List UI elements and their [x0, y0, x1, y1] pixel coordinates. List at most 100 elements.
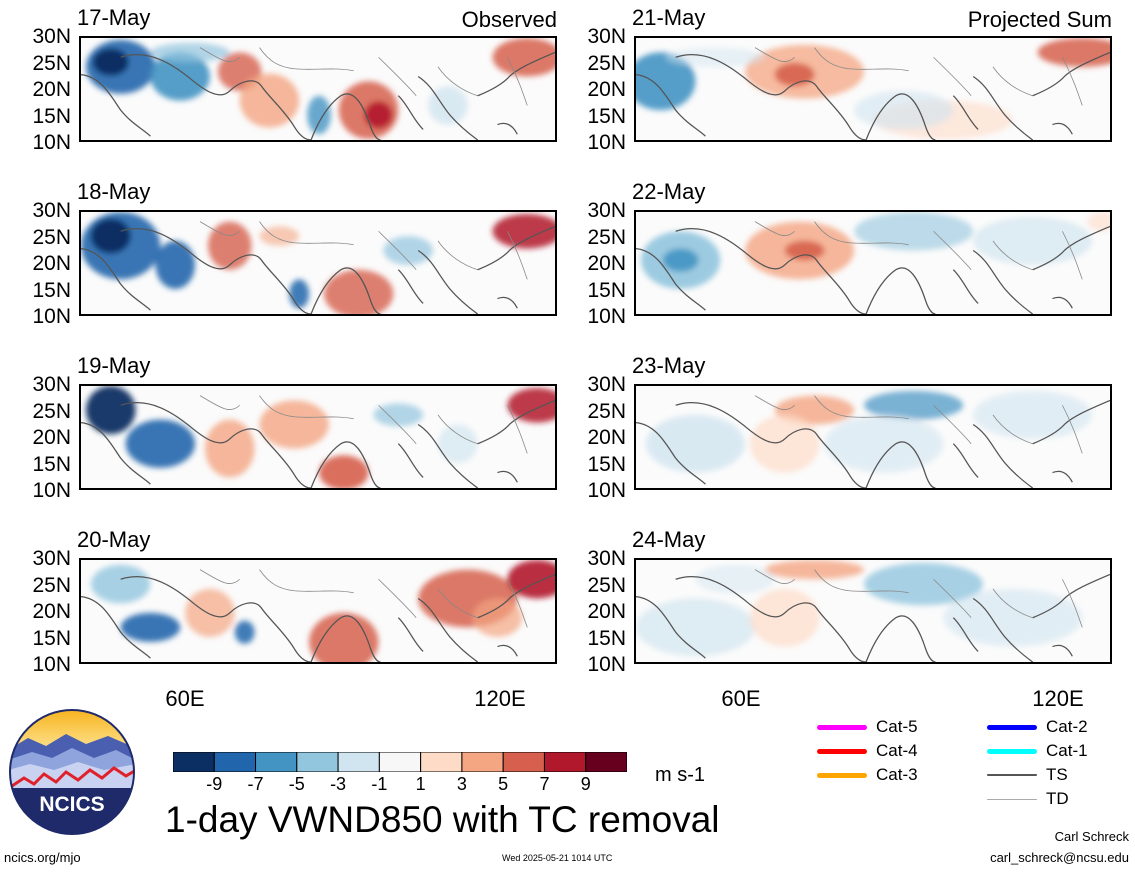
coastline [636, 225, 1110, 314]
colorbar-swatch [213, 751, 257, 773]
vwnd-map-21-may [634, 36, 1112, 142]
y-tick-10n: 10N [587, 305, 626, 328]
tc-legend-label-cat-3: Cat-3 [876, 765, 918, 784]
panel-date-23-may: 23-May [632, 353, 706, 378]
y-tick-30n: 30N [587, 547, 626, 570]
country-borders [754, 47, 1083, 106]
tc-legend-label-td: TD [1046, 789, 1069, 808]
y-tick-15n: 15N [32, 278, 71, 302]
colorbar-swatch [255, 751, 298, 773]
coastline [81, 573, 555, 662]
vwnd-map-18-may [79, 210, 557, 316]
colorbar-swatch [296, 751, 339, 773]
colorbar-swatch [420, 751, 463, 773]
y-tick-25n: 25N [587, 573, 626, 597]
y-tick-10n: 10N [32, 131, 71, 154]
y-tick-15n: 15N [587, 626, 626, 650]
panel-date-21-may: 21-May [632, 5, 706, 30]
footer-timestamp: Wed 2025-05-21 1014 UTC [502, 853, 613, 863]
y-tick-15n: 15N [587, 104, 626, 128]
colorbar [172, 751, 628, 773]
y-tick-25n: 25N [32, 225, 71, 249]
country-borders [199, 47, 528, 106]
colorbar-swatch [378, 751, 422, 773]
footer-email: carl_schreck@ncsu.edu [990, 850, 1129, 865]
y-tick-20n: 20N [587, 252, 626, 275]
colorbar-swatch [502, 751, 545, 773]
colorbar-label: 7 [539, 774, 550, 794]
y-tick-15n: 15N [32, 104, 71, 128]
y-tick-30n: 30N [32, 199, 71, 222]
colorbar-units: m s-1 [655, 764, 705, 786]
country-borders [754, 569, 1083, 628]
panel-tag-projected: Projected Sum [967, 7, 1112, 32]
y-tick-20n: 20N [587, 78, 626, 101]
tc-legend-line-td [987, 798, 1037, 800]
colorbar-label: 9 [580, 774, 591, 794]
panel-date-20-may: 20-May [77, 527, 151, 552]
tc-legend-line-ts [987, 774, 1037, 776]
y-tick-10n: 10N [32, 479, 71, 502]
coastline [636, 573, 1110, 662]
y-tick-20n: 20N [32, 252, 71, 275]
colorbar-label: 3 [456, 774, 467, 794]
y-tick-30n: 30N [32, 547, 71, 570]
y-tick-10n: 10N [587, 131, 626, 154]
y-tick-20n: 20N [587, 426, 626, 449]
tc-legend-label-cat-2: Cat-2 [1046, 717, 1088, 736]
y-tick-10n: 10N [587, 479, 626, 502]
y-tick-30n: 30N [587, 373, 626, 396]
y-tick-15n: 15N [587, 452, 626, 476]
footer-author: Carl Schreck [1054, 829, 1129, 844]
country-borders [754, 221, 1083, 280]
y-tick-15n: 15N [587, 278, 626, 302]
ncics-logo: NCICS [8, 708, 136, 836]
panel-date-22-may: 22-May [632, 179, 706, 204]
y-tick-20n: 20N [32, 78, 71, 101]
colorbar-label: 1 [415, 774, 426, 794]
y-tick-20n: 20N [587, 600, 626, 623]
tc-legend-label-cat-4: Cat-4 [876, 741, 918, 760]
panel-date-17-may: 17-May [77, 5, 151, 30]
tc-legend-line-cat-3 [817, 772, 867, 778]
footer-url: ncics.org/mjo [4, 850, 81, 865]
vwnd-map-24-may [634, 558, 1112, 664]
y-tick-30n: 30N [587, 25, 626, 48]
main-title: 1-day VWND850 with TC removal [165, 799, 720, 840]
vwnd-map-17-may [79, 36, 557, 142]
tc-legend-label-ts: TS [1046, 765, 1068, 784]
y-tick-15n: 15N [32, 452, 71, 476]
country-borders [199, 569, 528, 628]
y-tick-30n: 30N [32, 373, 71, 396]
y-tick-20n: 20N [32, 600, 71, 623]
coastline [81, 399, 555, 488]
coastline [81, 51, 555, 140]
vwnd-map-22-may [634, 210, 1112, 316]
tc-legend-line-cat-5 [817, 724, 867, 730]
colorbar-swatch [172, 751, 215, 773]
panel-date-18-may: 18-May [77, 179, 151, 204]
colorbar-swatch [461, 751, 504, 773]
tc-legend-label-cat-1: Cat-1 [1046, 741, 1088, 760]
colorbar-swatch [585, 751, 628, 773]
panel-tag-observed: Observed [461, 7, 557, 32]
coastline [81, 225, 555, 314]
country-borders [199, 395, 528, 454]
y-tick-15n: 15N [32, 626, 71, 650]
x-tick-120e-right: 120E [1032, 686, 1084, 711]
vwnd-map-19-may [79, 384, 557, 490]
y-tick-30n: 30N [587, 199, 626, 222]
y-tick-30n: 30N [32, 25, 71, 48]
panel-date-24-may: 24-May [632, 527, 706, 552]
panel-date-19-may: 19-May [77, 353, 151, 378]
tc-legend-label-cat-5: Cat-5 [876, 717, 918, 736]
colorbar-swatch [337, 751, 380, 773]
colorbar-label: -7 [247, 774, 264, 794]
country-borders [754, 395, 1083, 454]
colorbar-label: -1 [371, 774, 388, 794]
y-tick-25n: 25N [32, 573, 71, 597]
coastline [636, 399, 1110, 488]
y-tick-20n: 20N [32, 426, 71, 449]
y-tick-10n: 10N [32, 653, 71, 676]
y-tick-25n: 25N [587, 399, 626, 423]
